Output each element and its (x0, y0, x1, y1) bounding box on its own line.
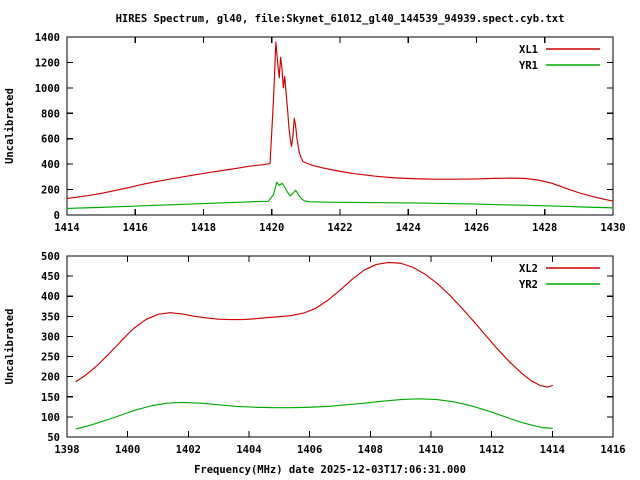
y-tick-label: 200 (41, 185, 60, 197)
x-tick-label: 1416 (123, 222, 148, 234)
plot-panel-top: 1414 1416 1418 1420 1422 1424 1426 1428 1430 0 200… (4, 32, 626, 234)
x-tick-label: 1424 (396, 222, 421, 234)
x-tick-label: 1410 (418, 444, 443, 456)
x-tick-label: 1428 (532, 222, 557, 234)
y-tick-label: 1400 (35, 32, 60, 44)
y-tick-label: 400 (41, 291, 60, 303)
x-tick-label: 1402 (176, 444, 201, 456)
x-tick-label: 1430 (600, 222, 625, 234)
series-line-yr2 (75, 398, 553, 430)
y-tick-label: 400 (41, 159, 60, 171)
x-tick-label: 1414 (54, 222, 79, 234)
legend-label-xl2: XL2 (519, 263, 538, 275)
y-tick-label: 1200 (35, 57, 60, 69)
series-line-xl2 (75, 261, 553, 388)
x-tick-label: 1400 (115, 444, 140, 456)
x-tick-label: 1426 (464, 222, 489, 234)
plot-panel-bottom: 1398 1400 1402 1404 1406 1408 1410 1412 1414 1416… (4, 251, 626, 456)
y-tick-label: 300 (41, 331, 60, 343)
legend-label-xl1: XL1 (519, 44, 538, 56)
x-tick-label: 1414 (540, 444, 565, 456)
x-tick-label: 1398 (54, 444, 79, 456)
legend-label-yr2: YR2 (519, 279, 538, 291)
y-tick-label: 150 (41, 392, 60, 404)
y-tick-label: 100 (41, 412, 60, 424)
y-tick-label: 1000 (35, 83, 60, 95)
y-axis-title-top: Uncalibrated (4, 88, 16, 164)
y-tick-label: 200 (41, 372, 60, 384)
x-axis-title: Frequency(MHz) date 2025-12-03T17:06:31.… (194, 464, 466, 476)
y-tick-label: 0 (54, 210, 60, 222)
x-tick-label: 1420 (259, 222, 284, 234)
series-line-yr1 (66, 181, 614, 209)
x-tick-label: 1418 (191, 222, 216, 234)
y-tick-label: 600 (41, 134, 60, 146)
y-tick-label: 350 (41, 311, 60, 323)
y-tick-label: 500 (41, 251, 60, 263)
y-axis-title-bottom: Uncalibrated (4, 309, 16, 385)
x-tick-label: 1422 (327, 222, 352, 234)
x-tick-label: 1408 (358, 444, 383, 456)
x-tick-label: 1416 (600, 444, 625, 456)
x-tick-label: 1412 (479, 444, 504, 456)
x-tick-label: 1404 (236, 444, 261, 456)
legend-label-yr1: YR1 (519, 60, 538, 72)
page-title: HIRES Spectrum, gl40, file:Skynet_61012_… (116, 13, 565, 25)
y-tick-label: 50 (47, 432, 60, 444)
series-line-xl1 (66, 41, 614, 202)
y-tick-label: 250 (41, 352, 60, 364)
y-tick-label: 450 (41, 271, 60, 283)
plot-frame-bottom (66, 255, 614, 438)
y-tick-label: 800 (41, 108, 60, 120)
x-tick-label: 1406 (297, 444, 322, 456)
